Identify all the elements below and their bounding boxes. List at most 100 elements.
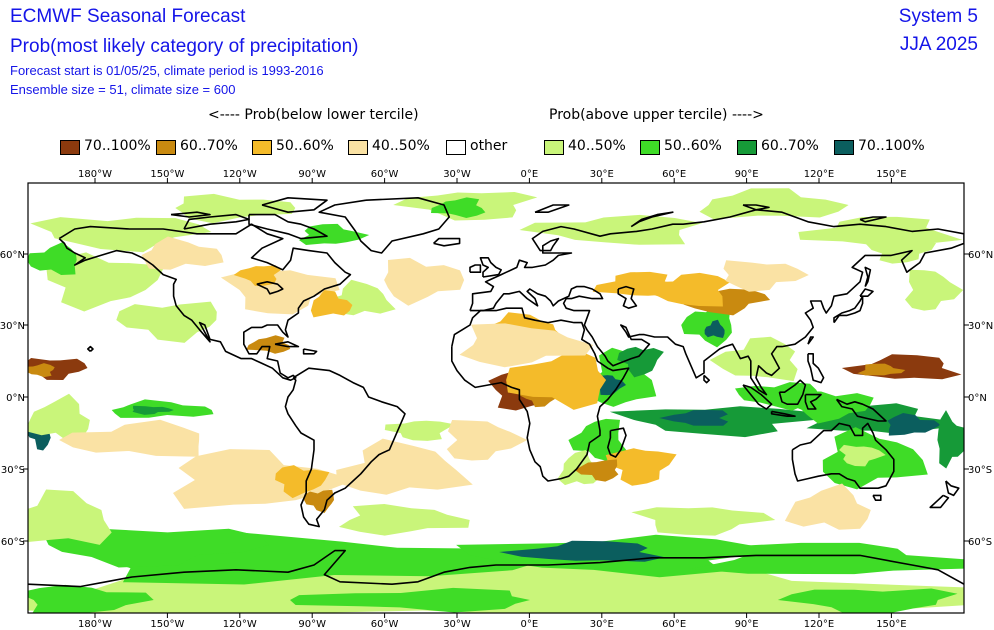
coastline [58, 223, 352, 381]
lon-label-bottom: 90°W [298, 619, 326, 630]
legend-swatch [348, 140, 368, 155]
lat-label-right: 30°S [968, 465, 992, 476]
lat-label-left: 30°N [0, 321, 25, 332]
coastline [807, 353, 825, 384]
coastline [248, 213, 328, 240]
coastline [451, 307, 630, 482]
legend-label: 70..100% [858, 138, 925, 154]
lon-label-top: 150°W [150, 169, 184, 180]
lon-label-bottom: 150°E [876, 619, 906, 630]
probability-region [384, 257, 465, 306]
probability-region [690, 542, 964, 575]
coastline [742, 204, 770, 211]
lon-label-bottom: 0°E [521, 619, 539, 630]
probability-region [336, 438, 473, 495]
lat-label-right: 0°N [968, 393, 987, 404]
coastline [859, 216, 887, 223]
lon-label-top: 120°E [804, 169, 834, 180]
probability-region [384, 420, 455, 441]
coastline [630, 211, 674, 228]
probability-region [857, 363, 906, 376]
lon-label-top: 150°E [876, 169, 906, 180]
lon-label-bottom: 60°E [662, 619, 686, 630]
lon-label-bottom: 120°W [223, 619, 257, 630]
lon-label-top: 60°E [662, 169, 686, 180]
probability-region [704, 319, 725, 338]
probability-region [339, 504, 470, 536]
legend-label: 50..60% [664, 138, 722, 154]
coastline [318, 197, 450, 254]
coastline [929, 494, 950, 509]
legend-swatch [640, 140, 660, 155]
coastline [433, 237, 461, 247]
probability-region [659, 410, 729, 426]
probability-region [798, 216, 963, 245]
legend-swatch [446, 140, 466, 155]
coastline [703, 374, 710, 384]
legend-label: other [470, 138, 508, 154]
probability-region [116, 301, 217, 343]
probability-region [506, 348, 607, 410]
lon-label-top: 60°W [371, 169, 399, 180]
lat-label-left: 60°N [0, 250, 25, 261]
legend-swatch [834, 140, 854, 155]
probability-region [699, 188, 849, 220]
probability-region [574, 459, 619, 482]
legend-label: 60..70% [180, 138, 238, 154]
probability-region [220, 270, 340, 315]
probability-region [290, 587, 530, 613]
legend-label: 70..100% [84, 138, 151, 154]
coastline [183, 213, 250, 230]
probability-region [431, 197, 486, 218]
lon-label-bottom: 30°E [590, 619, 614, 630]
coastline [534, 204, 570, 213]
lon-label-bottom: 180°W [78, 619, 112, 630]
lon-label-bottom: 120°E [804, 619, 834, 630]
legend-label: 40..50% [372, 138, 430, 154]
probability-region [28, 242, 77, 275]
legend-swatch [252, 140, 272, 155]
figure-subtitle: Prob(most likely category of precipitati… [10, 36, 359, 57]
coastline [807, 336, 814, 345]
probability-region [304, 489, 334, 513]
coastline [833, 295, 864, 324]
lat-label-left: 60°S [1, 537, 25, 548]
probability-region [937, 410, 964, 469]
coastline [864, 266, 872, 287]
probability-region [777, 588, 958, 613]
coastline [261, 197, 328, 213]
lon-label-bottom: 150°W [150, 619, 184, 630]
probability-region [246, 335, 291, 354]
coastline [469, 209, 964, 396]
probability-region [298, 223, 370, 245]
legend-swatch [544, 140, 564, 155]
lon-label-bottom: 30°W [443, 619, 471, 630]
legend-label: 50..60% [276, 138, 334, 154]
probability-region [310, 290, 353, 318]
above-tercile-label: Prob(above upper tercile) ----> [549, 107, 764, 123]
lon-label-top: 30°E [590, 169, 614, 180]
coastline [302, 348, 318, 355]
coastline [778, 379, 807, 405]
lat-label-right: 60°N [968, 250, 993, 261]
coastline [87, 345, 94, 352]
map-frame [27, 182, 965, 614]
coastline [274, 341, 300, 348]
probability-region [28, 489, 112, 545]
lon-label-bottom: 90°E [735, 619, 759, 630]
coastline [284, 367, 406, 528]
probability-region [459, 323, 594, 368]
probability-region [865, 238, 937, 264]
probability-region [446, 420, 528, 461]
legend-label: 40..50% [568, 138, 626, 154]
lon-label-top: 180°W [78, 169, 112, 180]
coastline [770, 410, 796, 417]
coastline [170, 211, 211, 218]
probability-region [30, 217, 212, 253]
probability-region [233, 265, 282, 286]
legend-swatch [60, 140, 80, 155]
coastline [791, 422, 895, 489]
probability-region [784, 483, 871, 530]
probability-region [132, 405, 174, 415]
